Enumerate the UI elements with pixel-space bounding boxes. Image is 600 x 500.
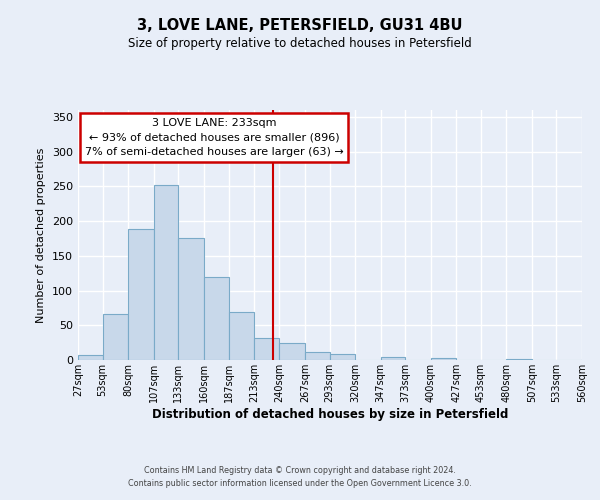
Bar	[280, 342, 305, 360]
Bar	[178, 238, 204, 360]
Text: Size of property relative to detached houses in Petersfield: Size of property relative to detached ho…	[128, 38, 472, 51]
Y-axis label: Number of detached properties: Number of detached properties	[37, 148, 46, 322]
Bar	[431, 358, 456, 360]
Bar	[229, 312, 254, 360]
Text: 3 LOVE LANE: 233sqm
← 93% of detached houses are smaller (896)
7% of semi-detach: 3 LOVE LANE: 233sqm ← 93% of detached ho…	[85, 118, 343, 157]
X-axis label: Distribution of detached houses by size in Petersfield: Distribution of detached houses by size …	[152, 408, 508, 420]
Bar	[305, 352, 329, 360]
Bar	[154, 185, 178, 360]
Bar	[254, 338, 280, 360]
Text: 3, LOVE LANE, PETERSFIELD, GU31 4BU: 3, LOVE LANE, PETERSFIELD, GU31 4BU	[137, 18, 463, 32]
Bar	[329, 354, 355, 360]
Bar	[380, 357, 405, 360]
Bar	[204, 278, 229, 360]
Bar	[78, 355, 103, 360]
Bar	[128, 230, 154, 360]
Text: Contains HM Land Registry data © Crown copyright and database right 2024.
Contai: Contains HM Land Registry data © Crown c…	[128, 466, 472, 487]
Bar	[103, 314, 128, 360]
